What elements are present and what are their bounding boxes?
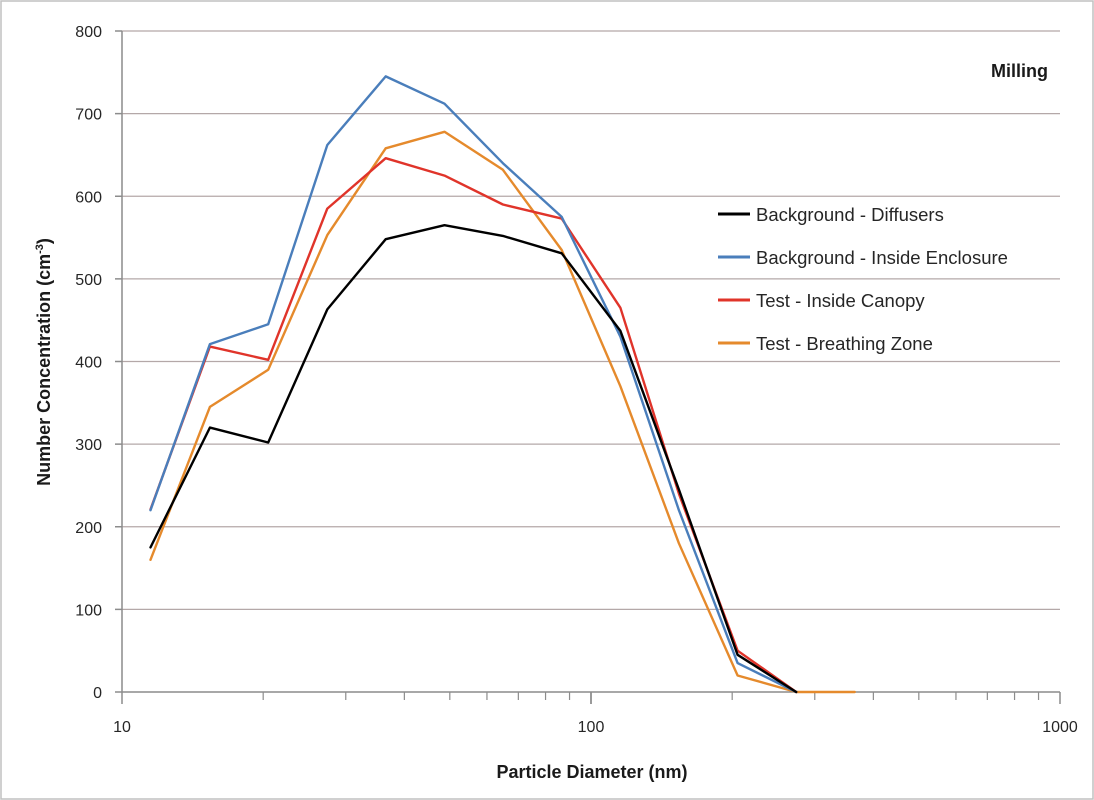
y-tick-label: 700 [75, 107, 102, 124]
y-axis-title-end: ) [34, 238, 54, 244]
y-axis-title-superscript: -3 [34, 244, 46, 254]
y-tick-label: 300 [75, 437, 102, 454]
legend-label: Background - Diffusers [756, 204, 944, 225]
y-axis-title-main: Number Concentration (cm [34, 254, 54, 486]
y-tick-labels: 0 100 200 300 400 500 600 700 800 [75, 24, 102, 702]
series-line-4 [149, 130, 856, 694]
y-tick-label: 800 [75, 24, 102, 41]
axes [115, 30, 1061, 704]
x-tick-label: 1000 [1042, 719, 1078, 736]
legend-label: Test - Inside Canopy [756, 290, 925, 311]
x-tick-label: 100 [578, 719, 605, 736]
legend-label: Background - Inside Enclosure [756, 247, 1008, 268]
series-lines [149, 75, 856, 694]
y-tick-label: 500 [75, 272, 102, 289]
y-tick-label: 400 [75, 355, 102, 372]
x-axis-title: Particle Diameter (nm) [496, 762, 687, 782]
series-line-2 [149, 75, 798, 694]
y-tick-label: 200 [75, 520, 102, 537]
y-tick-label: 600 [75, 189, 102, 206]
y-axis-title: Number Concentration (cm-3) [34, 238, 54, 486]
legend-label: Test - Breathing Zone [756, 333, 933, 354]
y-tick-label: 0 [93, 685, 102, 702]
x-tick-label: 10 [113, 719, 131, 736]
y-tick-label: 100 [75, 602, 102, 619]
x-tick-labels: 10 100 1000 [113, 719, 1078, 736]
series-line-3 [149, 156, 798, 694]
chart-title: Milling [991, 61, 1048, 81]
series-line-1 [149, 223, 798, 694]
legend: Background - Diffusers Background - Insid… [718, 204, 1008, 354]
